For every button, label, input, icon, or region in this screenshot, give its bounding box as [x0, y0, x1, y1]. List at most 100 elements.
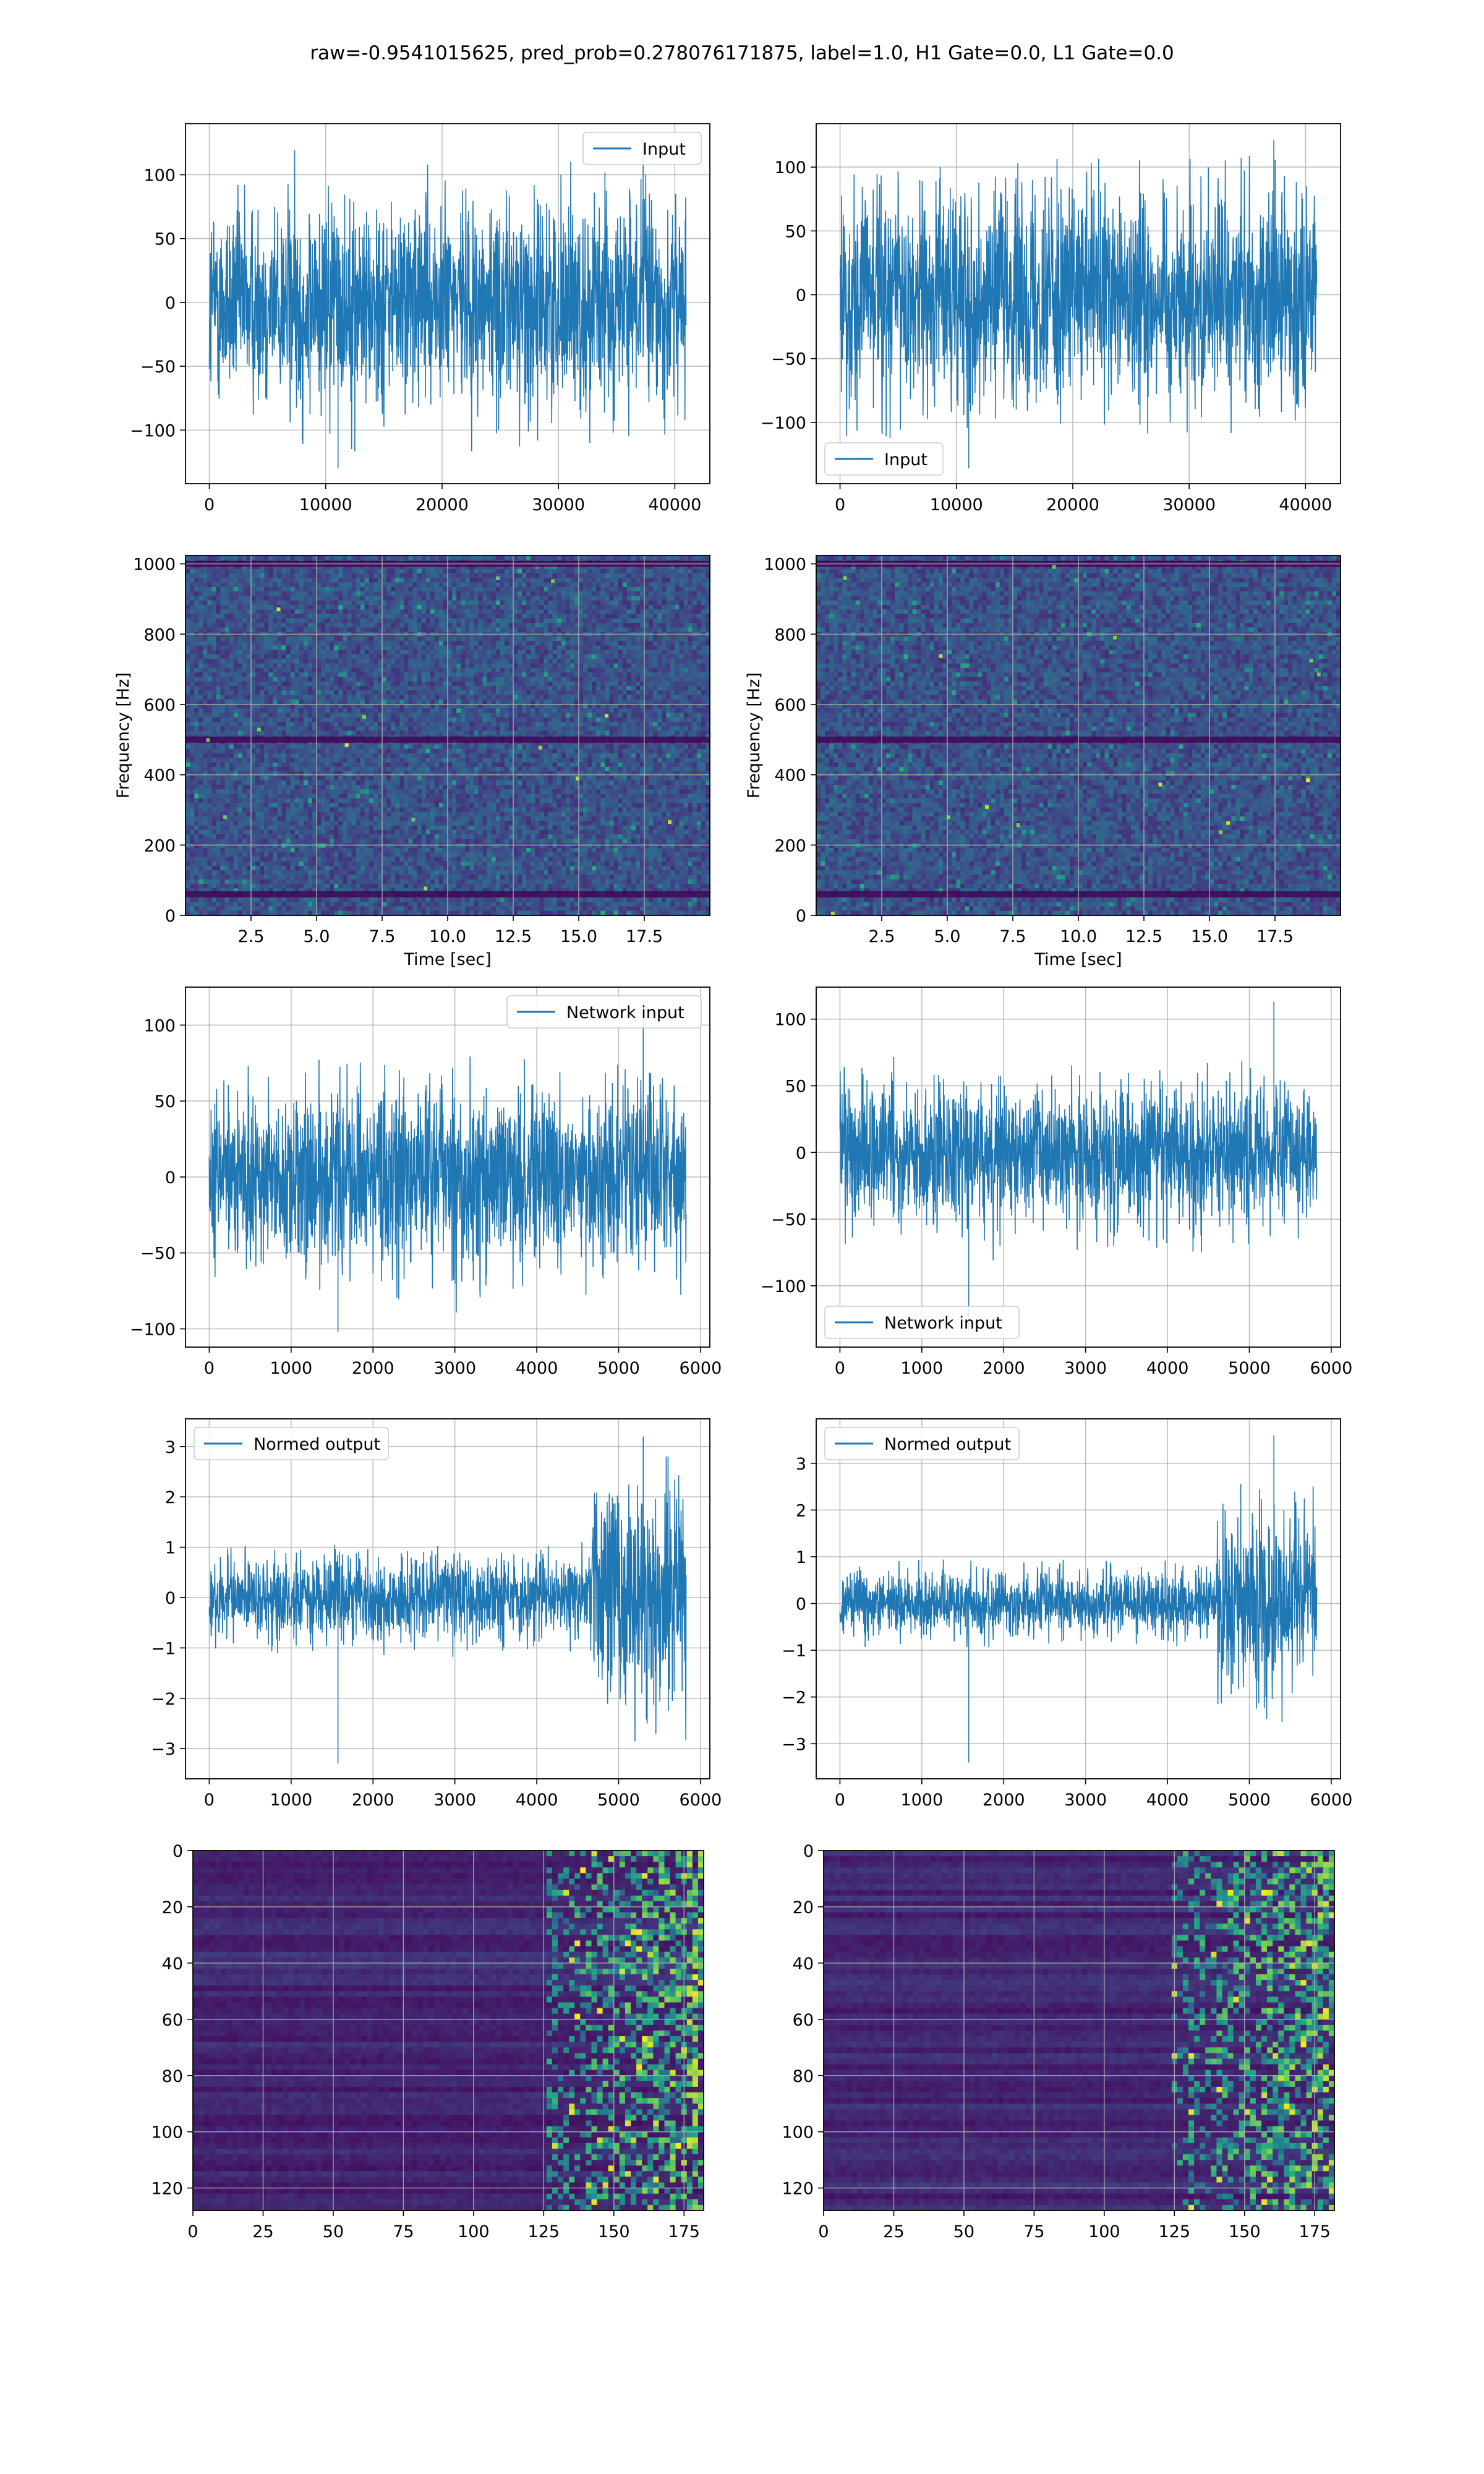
heatmap-cell: [303, 730, 309, 736]
heatmap-cell: [207, 730, 212, 736]
heatmap-cell: [343, 699, 348, 704]
heatmap-cell: [194, 568, 199, 574]
heatmap-cell: [220, 659, 226, 664]
heatmap-cell: [425, 596, 431, 601]
heatmap-cell: [600, 627, 605, 633]
heatmap-cell: [299, 591, 304, 597]
heatmap-cell: [487, 663, 492, 669]
heatmap-cell: [705, 667, 710, 673]
heatmap-cell: [544, 654, 549, 659]
heatmap-cell: [474, 578, 479, 583]
heatmap-cell: [198, 623, 203, 628]
heatmap-cell: [242, 713, 247, 718]
heatmap-cell: [382, 659, 387, 664]
heatmap-cell: [565, 704, 571, 709]
heatmap-cell: [404, 717, 409, 722]
heatmap-cell: [395, 722, 400, 727]
heatmap-cell: [448, 627, 453, 633]
heatmap-cell: [495, 686, 501, 691]
heatmap-cell: [670, 659, 676, 664]
heatmap-cell: [487, 672, 492, 678]
heatmap-cell: [583, 699, 588, 704]
heatmap-cell: [294, 695, 300, 700]
heatmap-cell: [425, 641, 431, 646]
heatmap-cell: [260, 596, 265, 601]
heatmap-cell: [307, 636, 313, 641]
legend-box: [582, 132, 702, 165]
heatmap-cell: [565, 659, 571, 664]
heatmap-cell: [452, 641, 457, 646]
heatmap-cell: [220, 690, 226, 696]
heatmap-cell: [211, 730, 217, 736]
heatmap-cell: [456, 690, 461, 696]
heatmap-cell: [382, 708, 387, 714]
heatmap-cell: [461, 717, 466, 722]
heatmap-cell: [596, 614, 601, 619]
heatmap-cell: [518, 555, 522, 560]
heatmap-cell: [260, 677, 265, 682]
heatmap-cell: [679, 695, 684, 700]
heatmap-cell: [535, 726, 540, 732]
heatmap-cell: [569, 672, 575, 678]
heatmap-cell: [438, 667, 444, 673]
heatmap-cell: [670, 654, 676, 659]
y-tick-label: 0: [165, 294, 176, 313]
heatmap-cell: [569, 730, 575, 736]
heatmap-cell: [438, 677, 444, 682]
heatmap-cell: [281, 695, 287, 700]
heatmap-cell: [579, 713, 584, 718]
heatmap-cell: [373, 618, 378, 623]
heatmap-cell: [377, 726, 383, 732]
heatmap-cell: [552, 618, 558, 623]
heatmap-cell: [522, 645, 527, 651]
heatmap-cell: [186, 609, 190, 615]
heatmap-cell: [233, 672, 239, 678]
heatmap-cell: [281, 663, 287, 669]
heatmap-cell: [539, 726, 545, 732]
y-tick-label: −100: [130, 421, 176, 440]
heatmap-cell: [237, 641, 243, 646]
heatmap-cell: [360, 722, 365, 727]
heatmap-cell: [653, 663, 658, 669]
heatmap-cell: [203, 641, 208, 646]
heatmap-cell: [666, 713, 671, 718]
heatmap-cell: [321, 730, 326, 736]
heatmap-cell: [233, 649, 239, 655]
heatmap-cell: [237, 730, 243, 736]
heatmap-cell: [535, 568, 540, 574]
heatmap-cell: [579, 649, 584, 655]
heatmap-cell: [487, 677, 492, 682]
heatmap-cell: [408, 730, 414, 736]
heatmap-cell: [522, 704, 527, 709]
heatmap-cell: [242, 618, 247, 623]
heatmap-cell: [395, 596, 400, 601]
heatmap-cell: [701, 614, 706, 619]
heatmap-cell: [465, 573, 470, 578]
heatmap-cell: [649, 645, 654, 651]
heatmap-cell: [561, 609, 566, 615]
heatmap-cell: [273, 578, 278, 583]
heatmap-cell: [343, 568, 348, 574]
heatmap-cell: [373, 555, 378, 560]
heatmap-cell: [229, 654, 234, 659]
heatmap-cell: [539, 649, 545, 655]
heatmap-cell: [194, 690, 199, 696]
heatmap-cell: [338, 609, 343, 615]
heatmap-cell: [679, 596, 684, 601]
heatmap-cell: [207, 614, 212, 619]
heatmap-cell: [425, 586, 431, 592]
heatmap-cell: [561, 614, 566, 619]
heatmap-cell: [347, 695, 352, 700]
heatmap-cell: [631, 677, 636, 682]
heatmap-cell: [430, 659, 435, 664]
heatmap-cell: [531, 699, 535, 704]
heatmap-cell: [535, 641, 540, 646]
heatmap-cell: [281, 717, 287, 722]
heatmap-cell: [495, 659, 501, 664]
heatmap-cell: [425, 717, 431, 722]
heatmap-cell: [544, 555, 549, 560]
heatmap-cell: [666, 614, 671, 619]
heatmap-cell: [631, 596, 636, 601]
heatmap-cell: [500, 690, 505, 696]
heatmap-cell: [338, 659, 343, 664]
